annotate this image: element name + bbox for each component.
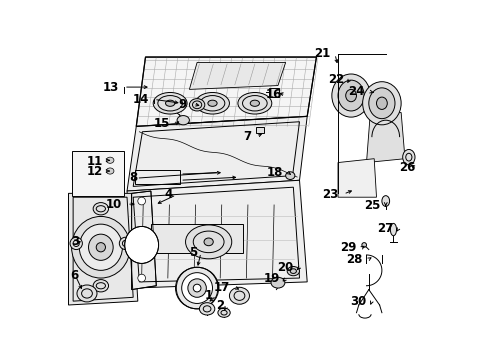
Ellipse shape xyxy=(193,284,201,292)
Ellipse shape xyxy=(106,157,114,163)
Text: 26: 26 xyxy=(399,161,415,175)
Text: 4: 4 xyxy=(164,188,172,201)
Ellipse shape xyxy=(381,195,389,206)
Ellipse shape xyxy=(106,168,114,174)
Text: 25: 25 xyxy=(363,199,380,212)
Polygon shape xyxy=(256,127,264,133)
Text: 2: 2 xyxy=(216,299,224,312)
Ellipse shape xyxy=(389,223,396,236)
Text: 9: 9 xyxy=(179,98,187,111)
Polygon shape xyxy=(366,112,404,163)
Text: 16: 16 xyxy=(265,88,281,101)
Text: 22: 22 xyxy=(327,73,344,86)
Ellipse shape xyxy=(187,279,206,297)
Ellipse shape xyxy=(238,93,271,114)
Text: 7: 7 xyxy=(243,130,251,143)
Ellipse shape xyxy=(286,266,299,276)
Text: 30: 30 xyxy=(349,294,366,308)
Ellipse shape xyxy=(376,97,386,109)
Ellipse shape xyxy=(153,93,187,114)
Bar xyxy=(151,224,243,253)
Ellipse shape xyxy=(368,88,394,119)
Ellipse shape xyxy=(270,277,285,288)
Text: 29: 29 xyxy=(340,241,356,254)
Ellipse shape xyxy=(96,243,105,252)
Ellipse shape xyxy=(70,237,82,249)
Text: 3: 3 xyxy=(71,235,80,248)
Ellipse shape xyxy=(185,225,231,259)
Ellipse shape xyxy=(189,99,204,111)
Ellipse shape xyxy=(177,116,189,125)
Ellipse shape xyxy=(362,82,400,125)
Ellipse shape xyxy=(119,237,131,249)
Ellipse shape xyxy=(79,224,122,270)
Bar xyxy=(268,88,279,97)
Polygon shape xyxy=(68,193,138,305)
Polygon shape xyxy=(127,180,306,288)
Ellipse shape xyxy=(331,74,369,117)
Text: 27: 27 xyxy=(376,221,393,234)
Ellipse shape xyxy=(175,267,218,309)
Ellipse shape xyxy=(345,89,356,102)
Ellipse shape xyxy=(285,172,294,180)
Polygon shape xyxy=(337,159,376,197)
Text: 8: 8 xyxy=(128,171,137,184)
Polygon shape xyxy=(189,62,285,89)
Ellipse shape xyxy=(182,273,212,303)
Ellipse shape xyxy=(361,243,366,247)
Ellipse shape xyxy=(402,149,414,165)
Text: 24: 24 xyxy=(348,85,364,98)
Text: 18: 18 xyxy=(266,166,283,179)
Text: 28: 28 xyxy=(346,253,362,266)
Polygon shape xyxy=(136,57,316,126)
Bar xyxy=(135,170,180,184)
Ellipse shape xyxy=(203,238,213,246)
Text: 10: 10 xyxy=(106,198,122,211)
Text: 12: 12 xyxy=(87,165,103,178)
Text: 20: 20 xyxy=(277,261,293,274)
Ellipse shape xyxy=(337,80,364,111)
Text: 5: 5 xyxy=(188,246,197,259)
Ellipse shape xyxy=(207,100,217,106)
Ellipse shape xyxy=(218,308,230,317)
Text: 19: 19 xyxy=(264,272,280,285)
Text: 11: 11 xyxy=(87,154,103,167)
Ellipse shape xyxy=(229,287,249,304)
Ellipse shape xyxy=(88,234,113,260)
Text: 1: 1 xyxy=(205,289,213,302)
Ellipse shape xyxy=(77,285,97,302)
Ellipse shape xyxy=(195,93,229,114)
Polygon shape xyxy=(127,116,306,191)
Ellipse shape xyxy=(93,280,108,292)
Ellipse shape xyxy=(138,197,145,205)
Ellipse shape xyxy=(165,100,174,106)
Ellipse shape xyxy=(199,303,214,315)
Text: 17: 17 xyxy=(214,281,230,294)
Text: 14: 14 xyxy=(132,93,148,106)
Text: 21: 21 xyxy=(313,48,329,60)
Text: 23: 23 xyxy=(321,188,337,201)
Text: 15: 15 xyxy=(153,117,170,130)
Polygon shape xyxy=(131,191,156,289)
Ellipse shape xyxy=(71,216,130,278)
Text: 6: 6 xyxy=(70,269,78,282)
Ellipse shape xyxy=(93,203,108,215)
Ellipse shape xyxy=(124,226,158,264)
Ellipse shape xyxy=(250,100,259,106)
Ellipse shape xyxy=(138,274,145,282)
Text: 13: 13 xyxy=(102,81,118,94)
Bar xyxy=(71,151,123,195)
